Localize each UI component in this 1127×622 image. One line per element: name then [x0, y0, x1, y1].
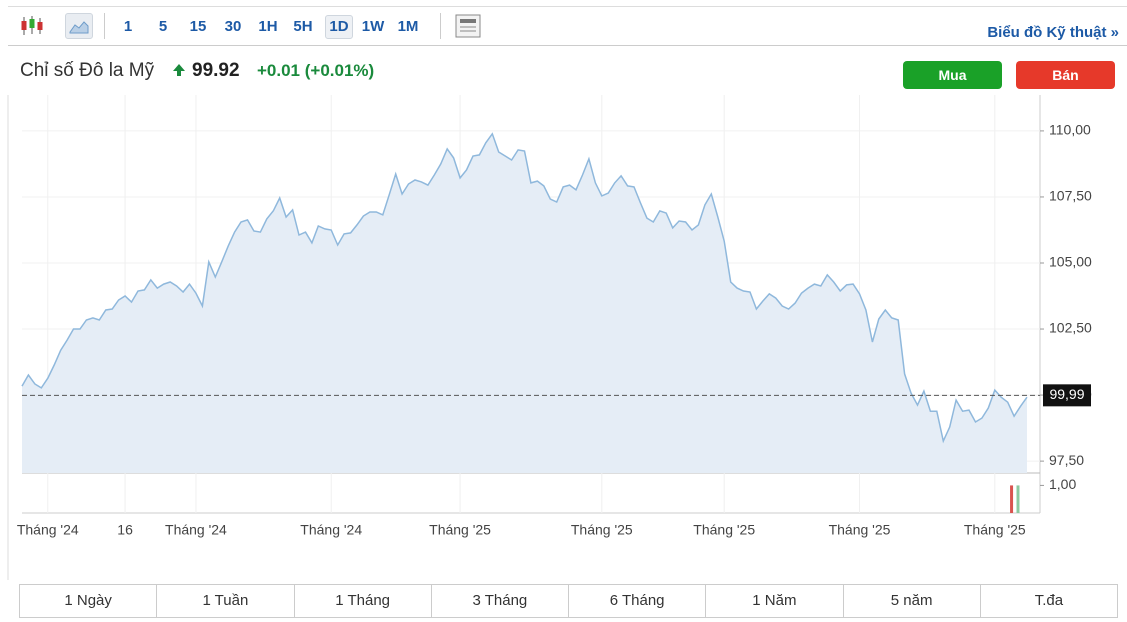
separator	[104, 13, 105, 39]
instrument-name: Chỉ số Đô la Mỹ	[20, 60, 155, 81]
y-tick-label: 105,00	[1049, 254, 1092, 270]
sell-button[interactable]: Bán	[1016, 61, 1115, 89]
range-tab[interactable]: 6 Tháng	[569, 585, 707, 617]
timeframe-button[interactable]: 1H	[258, 18, 278, 35]
timeframe-button[interactable]: 1W	[361, 18, 385, 35]
x-tick-label: Tháng '24	[300, 522, 362, 538]
volume-bar	[1010, 485, 1014, 513]
timeframe-button[interactable]: 15	[189, 18, 207, 35]
timeframe-button[interactable]: 30	[224, 18, 242, 35]
x-tick-label: Tháng '24	[17, 522, 79, 538]
news-icon[interactable]	[455, 14, 481, 38]
timeframe-button[interactable]: 1	[123, 18, 133, 35]
y-tick-label: 110,00	[1049, 122, 1091, 138]
area-icon[interactable]	[65, 13, 93, 39]
technical-chart-link[interactable]: Biểu đồ Kỹ thuật »	[987, 24, 1119, 41]
x-tick-label: Tháng '25	[571, 522, 633, 538]
area-icon-glyph	[69, 21, 89, 34]
x-tick-label: 16	[117, 522, 133, 538]
range-tab[interactable]: 1 Tháng	[295, 585, 432, 617]
last-price-label: 99,99	[1049, 386, 1084, 402]
candle-icon[interactable]	[20, 15, 44, 37]
x-tick-label: Tháng '25	[693, 522, 755, 538]
price-line	[21, 132, 1028, 444]
separator	[440, 13, 441, 39]
timeframe-button[interactable]: 1M	[397, 18, 419, 35]
price: 99.92	[192, 60, 240, 81]
timeframe-button[interactable]: 5H	[293, 18, 313, 35]
timeframe-button[interactable]: 1D	[325, 15, 353, 39]
range-tabs: 1 Ngày 1 Tuần 1 Tháng 3 Tháng 6 Tháng 1 Năm 5 …	[19, 584, 1118, 618]
range-tab[interactable]: 1 Năm	[706, 585, 844, 617]
range-tab[interactable]: 1 Tuần	[157, 585, 295, 617]
y-tick-label: 102,50	[1049, 320, 1092, 336]
up-arrow	[173, 64, 185, 76]
volume-tick-label: 1,00	[1049, 476, 1076, 492]
y-tick-label: 107,50	[1049, 188, 1092, 204]
y-tick-label: 97,50	[1049, 452, 1084, 468]
area-fill	[22, 133, 1027, 474]
timeframe-button[interactable]: 5	[158, 18, 168, 35]
x-tick-label: Tháng '25	[829, 522, 891, 538]
range-tab[interactable]: 5 năm	[844, 585, 981, 617]
price-change: +0.01 (+0.01%)	[257, 61, 375, 80]
toolbar: Biểu đồ Kỹ thuật » 1 5 15 30 1H 5H 1D 1W 1M	[8, 6, 1127, 46]
x-tick-label: Tháng '24	[165, 522, 227, 538]
range-tab[interactable]: T.đa	[1034, 592, 1064, 609]
buy-button[interactable]: Mua	[903, 61, 1002, 89]
x-tick-label: Tháng '25	[429, 522, 491, 538]
range-tab[interactable]: 1 Ngày	[20, 585, 158, 617]
range-tab[interactable]: 3 Tháng	[432, 585, 569, 617]
volume-bar	[1016, 485, 1020, 513]
x-tick-label: Tháng '25	[964, 522, 1026, 538]
last-price-box	[1043, 384, 1091, 407]
